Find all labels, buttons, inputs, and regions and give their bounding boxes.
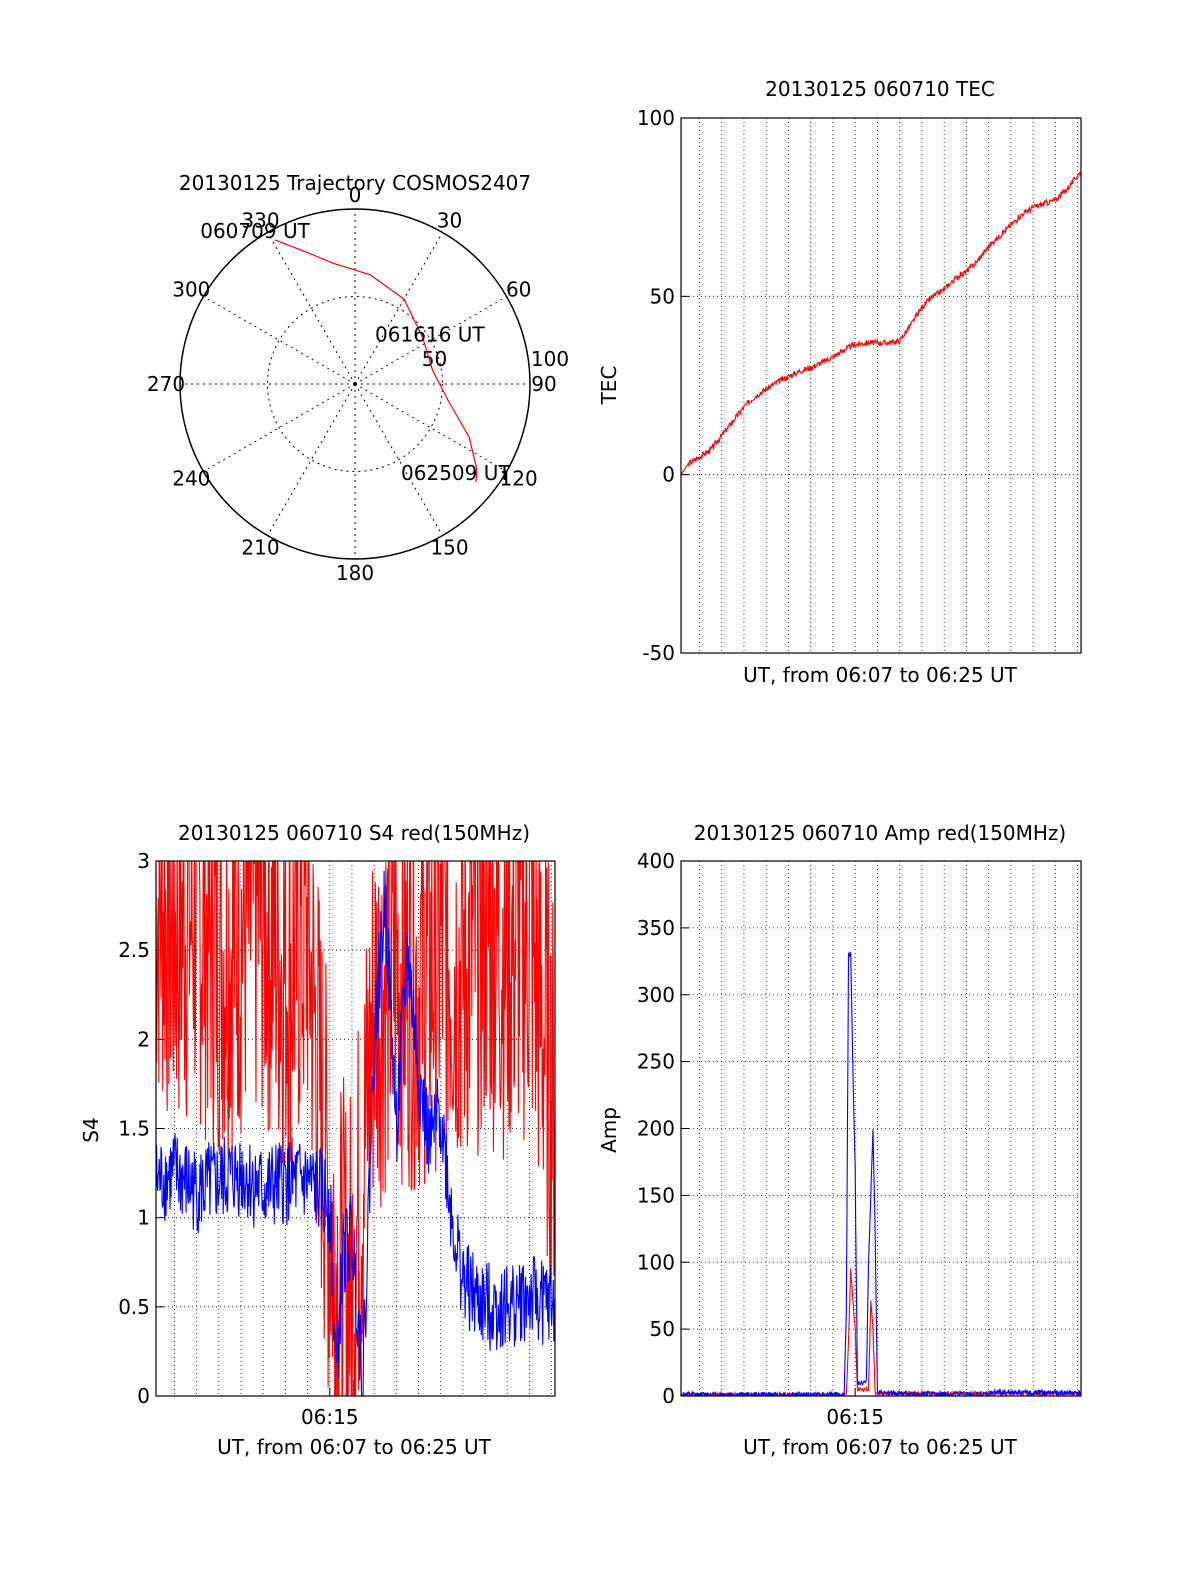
y-tick-label: 300 <box>637 983 675 1007</box>
polar-trajectory <box>274 239 478 483</box>
polar-azimuth-label: 30 <box>437 208 462 232</box>
vertical-grid <box>699 118 1079 653</box>
y-tick-label: 50 <box>650 1317 675 1341</box>
y-tick-label: 3 <box>137 849 150 873</box>
series-line-1 <box>681 171 1081 476</box>
vertical-grid <box>699 861 1079 1396</box>
polar-azimuth-label: 240 <box>172 467 210 491</box>
y-tick-label: 100 <box>637 1250 675 1274</box>
tec-plot-area: -50 0 50 100 <box>637 106 1082 665</box>
s4-plot-area: 0 0.5 1 1.5 2 2.5 3 06:15 <box>118 849 556 1429</box>
y-tick-label: 0.5 <box>118 1295 150 1319</box>
polar-azimuth-label: 60 <box>506 278 531 302</box>
polar-radial-label: 50 <box>422 347 447 371</box>
trajectory-time-label: 062509 UT <box>401 461 511 485</box>
x-tick-label: 06:15 <box>826 1405 884 1429</box>
s4-xlabel: UT, from 06:07 to 06:25 UT <box>217 1435 492 1459</box>
y-tick-label: 0 <box>662 1384 675 1408</box>
trajectory-line <box>274 239 478 483</box>
trajectory-time-label: 060709 UT <box>200 219 310 243</box>
polar-azimuth-label: 120 <box>500 467 538 491</box>
horizontal-grid: -50 0 50 100 <box>637 106 1081 665</box>
polar-spoke <box>203 296 356 385</box>
series-group <box>681 950 1081 1396</box>
y-tick-label: 100 <box>637 106 675 130</box>
amp-plot: 20130125 060710 Amp red(150MHz) UT, from… <box>597 821 1082 1459</box>
polar-spoke <box>354 383 443 536</box>
tec-title: 20130125 060710 TEC <box>765 77 995 101</box>
polar-azimuth-label: 210 <box>241 536 279 560</box>
amp-ylabel: Amp <box>597 1107 621 1153</box>
y-tick-label: 1.5 <box>118 1117 150 1141</box>
polar-azimuth-labels: 0 30 60 90 120 150 180 210 240 270 300 330 50 100 <box>147 183 569 585</box>
y-tick-label: 200 <box>637 1117 675 1141</box>
polar-title: 20130125 Trajectory COSMOS2407 <box>179 171 531 195</box>
trajectory-time-label: 061616 UT <box>375 323 485 347</box>
series-line-2 <box>681 950 1081 1396</box>
polar-radial-label: 100 <box>531 347 569 371</box>
plot-frame <box>680 117 1082 654</box>
polar-azimuth-label: 300 <box>172 278 210 302</box>
polar-inner-circle <box>267 296 443 472</box>
y-tick-label: 50 <box>650 284 675 308</box>
y-tick-label: 2.5 <box>118 938 150 962</box>
plot-frame <box>680 860 1082 1397</box>
horizontal-grid: 0 50 100 150 200 250 300 350 400 <box>637 849 1081 1408</box>
polar-trajectory-plot: 20130125 Trajectory COSMOS2407 0 30 60 90 12… <box>147 171 569 585</box>
plot-frame <box>155 860 556 1397</box>
polar-spoke <box>203 383 356 472</box>
s4-ylabel: S4 <box>79 1117 103 1142</box>
polar-azimuth-label: 0 <box>349 183 362 207</box>
polar-spoke <box>267 232 356 385</box>
s4-title: 20130125 060710 S4 red(150MHz) <box>178 821 530 845</box>
series-line-1 <box>681 1268 1081 1396</box>
polar-spoke <box>354 296 507 385</box>
polar-spoke <box>354 383 507 472</box>
series-group <box>681 171 1081 476</box>
amp-title: 20130125 060710 Amp red(150MHz) <box>694 821 1066 845</box>
x-tick-label: 06:15 <box>301 1405 359 1429</box>
polar-azimuth-label: 180 <box>336 561 374 585</box>
y-tick-label: 250 <box>637 1050 675 1074</box>
tec-plot: 20130125 060710 TEC UT, from 06:07 to 06… <box>597 77 1082 687</box>
tec-xlabel: UT, from 06:07 to 06:25 UT <box>743 663 1018 687</box>
polar-annotations: 060709 UT 061616 UT 062509 UT <box>200 219 511 485</box>
tec-ylabel: TEC <box>597 366 621 406</box>
y-tick-label: 0 <box>662 463 675 487</box>
amp-plot-area: 0 50 100 150 200 250 300 350 400 06:15 <box>637 849 1082 1429</box>
polar-spoke <box>354 232 443 385</box>
y-tick-label: 1 <box>137 1206 150 1230</box>
polar-azimuth-label: 150 <box>430 536 468 560</box>
series-group <box>156 861 555 1396</box>
y-tick-label: 400 <box>637 849 675 873</box>
polar-spoke <box>267 383 356 536</box>
series-line-1 <box>156 861 555 1396</box>
s4-plot: 20130125 060710 S4 red(150MHz) UT, from … <box>79 821 556 1459</box>
polar-grid <box>179 208 531 560</box>
amp-xlabel: UT, from 06:07 to 06:25 UT <box>743 1435 1018 1459</box>
y-tick-label: 2 <box>137 1027 150 1051</box>
series-line-2 <box>156 870 555 1396</box>
y-tick-label: 0 <box>137 1384 150 1408</box>
y-tick-label: -50 <box>642 641 675 665</box>
y-tick-label: 350 <box>637 916 675 940</box>
polar-azimuth-label: 330 <box>241 208 279 232</box>
polar-azimuth-label: 270 <box>147 372 185 396</box>
polar-azimuth-label: 90 <box>531 372 556 396</box>
y-tick-label: 150 <box>637 1183 675 1207</box>
